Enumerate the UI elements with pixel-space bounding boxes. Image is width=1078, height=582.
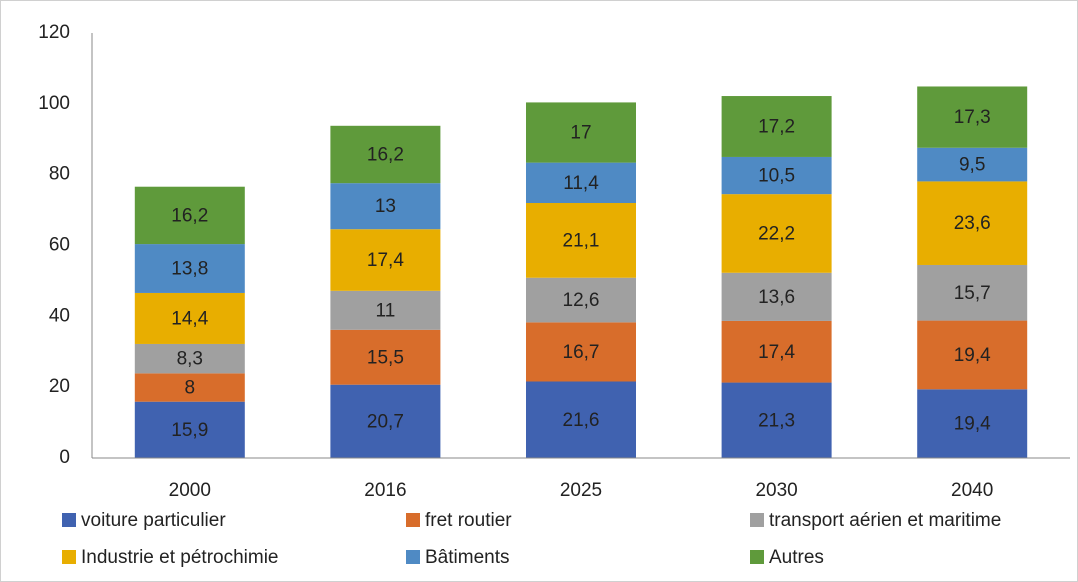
data-label: 13,8 — [171, 259, 208, 280]
bar-segment — [526, 102, 636, 163]
x-tick-label: 2040 — [951, 480, 993, 501]
x-tick-label: 2025 — [560, 480, 602, 501]
y-tick-label: 0 — [59, 447, 70, 468]
bar-segment — [134, 401, 245, 458]
data-label: 14,4 — [171, 308, 208, 329]
bar-segment — [330, 229, 441, 291]
data-label: 12,6 — [563, 290, 600, 311]
data-label: 15,9 — [171, 420, 208, 441]
bar-segment — [917, 147, 1028, 182]
data-label: 17,4 — [758, 342, 795, 363]
legend-label: fret routier — [425, 510, 512, 531]
data-label: 11,4 — [563, 173, 599, 194]
data-label: 19,4 — [954, 414, 991, 435]
data-label: 21,1 — [563, 230, 600, 251]
data-label: 13,6 — [758, 287, 795, 308]
legend-label: voiture particulier — [81, 510, 226, 531]
bar-segment — [330, 183, 441, 230]
bar-segment — [330, 125, 441, 184]
legend-swatch — [750, 550, 764, 564]
legend-swatch — [62, 513, 76, 527]
data-label: 15,5 — [367, 347, 404, 368]
legend-swatch — [62, 550, 76, 564]
bar-segment — [526, 381, 636, 458]
legend-label: Bâtiments — [425, 547, 509, 568]
data-label: 10,5 — [758, 166, 795, 187]
bar-segment — [330, 290, 441, 330]
bar-segment — [721, 96, 832, 157]
bar-segment — [526, 322, 636, 382]
data-label: 16,7 — [563, 342, 600, 363]
bar-segment — [526, 162, 636, 203]
data-label: 21,6 — [563, 410, 600, 431]
legend-label: transport aérien et maritime — [769, 510, 1001, 531]
y-tick-label: 20 — [49, 376, 70, 397]
y-tick-label: 120 — [38, 22, 70, 43]
legend-swatch — [406, 513, 420, 527]
y-tick-label: 60 — [49, 235, 70, 256]
bar-segment — [134, 244, 245, 293]
data-label: 17 — [570, 123, 591, 144]
x-tick-label: 2000 — [169, 480, 211, 501]
data-label: 17,4 — [367, 250, 404, 271]
data-label: 22,2 — [758, 223, 795, 244]
bar-segment — [330, 384, 441, 458]
data-label: 8,3 — [177, 349, 203, 370]
bar-segment — [134, 186, 245, 245]
data-label: 15,7 — [954, 283, 991, 304]
bar-segment — [721, 194, 832, 273]
bar-segment — [917, 264, 1028, 321]
legend-label: Industrie et pétrochimie — [81, 547, 279, 568]
bar-segment — [721, 320, 832, 383]
bar-segment — [721, 382, 832, 458]
bar-segment — [917, 320, 1028, 390]
bar-segment — [330, 329, 441, 385]
x-tick-label: 2016 — [364, 480, 406, 501]
data-label: 17,3 — [954, 107, 991, 128]
bar-segment — [721, 272, 832, 321]
y-tick-label: 100 — [38, 93, 70, 114]
legend-label: Autres — [769, 547, 824, 568]
data-label: 11 — [376, 300, 396, 321]
x-tick-label: 2030 — [755, 480, 797, 501]
data-label: 21,3 — [758, 410, 795, 431]
data-label: 23,6 — [954, 213, 991, 234]
bar-segment — [917, 86, 1028, 148]
data-label: 17,2 — [758, 117, 795, 138]
data-label: 9,5 — [959, 155, 985, 176]
data-label: 16,2 — [171, 205, 208, 226]
y-tick-label: 80 — [49, 164, 70, 185]
legend-swatch — [406, 550, 420, 564]
data-label: 19,4 — [954, 345, 991, 366]
bar-segment — [134, 373, 245, 402]
legend-swatch — [750, 513, 764, 527]
bar-segment — [917, 389, 1028, 458]
bar-segment — [134, 292, 245, 344]
bar-segment — [917, 181, 1028, 265]
bar-segment — [526, 277, 636, 323]
y-tick-label: 40 — [49, 305, 70, 326]
bar-segment — [134, 343, 245, 374]
bar-segment — [526, 203, 636, 278]
data-label: 20,7 — [367, 411, 404, 432]
data-label: 13 — [375, 196, 396, 217]
data-label: 16,2 — [367, 144, 404, 165]
data-label: 8 — [185, 378, 196, 399]
bar-segment — [721, 156, 832, 195]
